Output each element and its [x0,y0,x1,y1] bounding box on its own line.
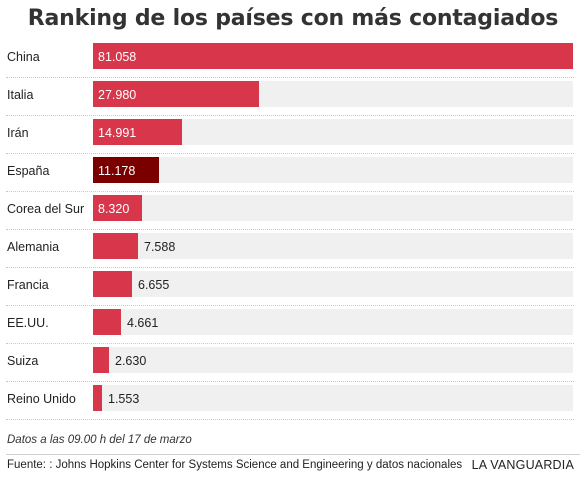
bar-row: Italia 27.980 [0,78,586,116]
value-label: 1.553 [108,392,140,406]
bar-track: 14.991 [93,119,573,145]
bar [93,385,102,411]
bar-row: Francia 6.655 [0,268,586,306]
row-divider [6,115,574,116]
brand-logo-text: LA VANGUARDIA [471,458,574,472]
bar-track: 7.588 [93,233,573,259]
bar [93,233,138,259]
bar-track: 8.320 [93,195,573,221]
value-label: 27.980 [98,88,137,102]
bar-row: China 81.058 [0,40,586,78]
chart-title: Ranking de los países con más contagiado… [27,6,559,31]
row-divider [6,191,574,192]
bar [93,43,573,69]
value-label: 11.178 [98,164,136,178]
category-label: Suiza [7,354,39,368]
category-label: EE.UU. [7,316,49,330]
value-label: 4.661 [127,316,159,330]
bar [93,309,121,335]
row-divider [6,305,574,306]
category-label: Italia [7,88,34,102]
bar-row: Reino Unido 1.553 [0,382,586,420]
value-label: 81.058 [98,50,137,64]
bar-track: 6.655 [93,271,573,297]
category-label: Alemania [7,240,60,254]
bar [93,119,182,145]
bar-track: 81.058 [93,43,573,69]
category-label: Francia [7,278,49,292]
bar-row: España 11.178 [0,154,586,192]
bar-row: Suiza 2.630 [0,344,586,382]
row-divider [6,419,574,420]
bar-row: EE.UU. 4.661 [0,306,586,344]
bar-track: 2.630 [93,347,573,373]
row-divider [6,343,574,344]
value-label: 7.588 [144,240,176,254]
row-divider [6,229,574,230]
row-divider [6,153,574,154]
row-divider [6,77,574,78]
bar-track: 4.661 [93,309,573,335]
bar-track: 27.980 [93,81,573,107]
row-divider [6,267,574,268]
value-label: 2.630 [115,354,147,368]
bar-chart: China 81.058 Italia 27.980 Irán 14.991 España 1… [0,40,586,420]
source-credit: Fuente: : Johns Hopkins Center for Syste… [7,459,463,471]
bar [93,157,159,183]
bar-track: 11.178 [93,157,573,183]
category-label: España [7,164,50,178]
data-timestamp-note: Datos a las 09.00 h del 17 de marzo [7,434,192,446]
value-label: 14.991 [98,126,137,140]
bar [93,271,132,297]
bar-row: Alemania 7.588 [0,230,586,268]
category-label: Corea del Sur [7,202,85,216]
bar [93,81,259,107]
category-label: China [7,50,40,64]
value-label: 8.320 [98,202,130,216]
row-divider [6,381,574,382]
bar-track: 1.553 [93,385,573,411]
category-label: Irán [7,126,29,140]
value-label: 6.655 [138,278,170,292]
bar-row: Corea del Sur 8.320 [0,192,586,230]
footer-divider [6,454,580,455]
bar-row: Irán 14.991 [0,116,586,154]
bar [93,347,109,373]
bar [93,195,142,221]
category-label: Reino Unido [7,392,76,406]
